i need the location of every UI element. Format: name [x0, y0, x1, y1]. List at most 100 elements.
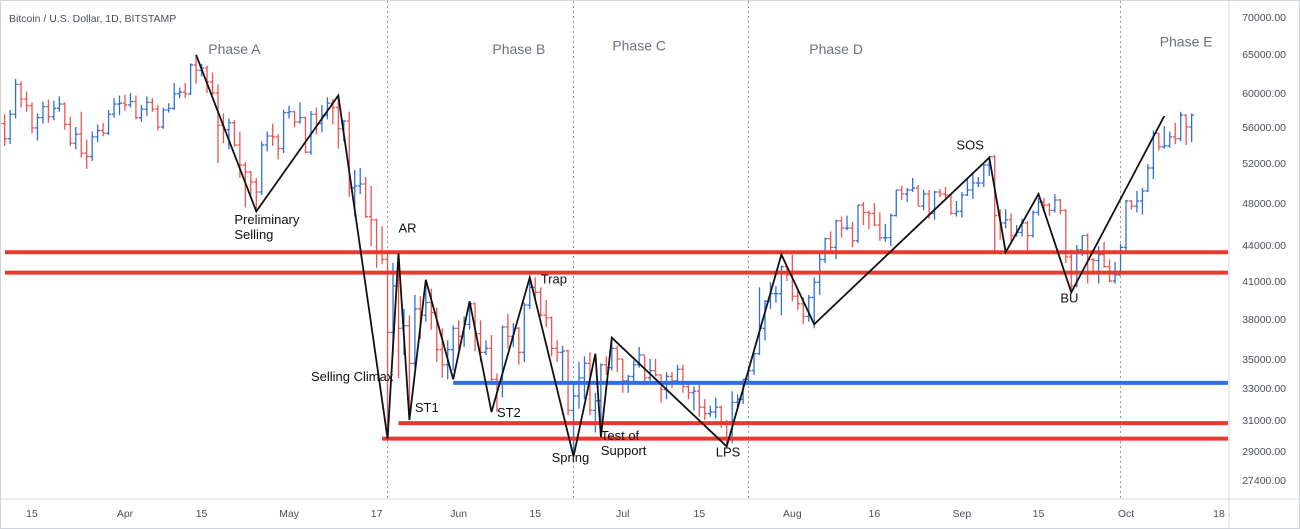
- ohlc-bar: [691, 386, 697, 411]
- ohlc-bar: [368, 186, 374, 247]
- event-annotation: ST1: [415, 400, 439, 415]
- y-tick-label: 35000.00: [1242, 354, 1286, 366]
- ohlc-bar: [182, 82, 188, 99]
- ohlc-bar: [193, 54, 199, 84]
- ohlc-bar: [270, 123, 276, 146]
- x-tick-label: 15: [196, 508, 208, 520]
- ohlc-bar: [549, 316, 555, 357]
- ohlc-bar: [554, 340, 560, 362]
- ohlc-bar: [248, 171, 254, 195]
- ohlc-bar: [882, 224, 888, 242]
- ohlc-bar: [943, 187, 948, 198]
- ohlc-bar: [423, 283, 429, 322]
- y-tick-label: 41000.00: [1242, 276, 1286, 288]
- ohlc-bar: [1025, 220, 1030, 253]
- ohlc-bar: [7, 110, 13, 145]
- ohlc-bar: [133, 95, 139, 120]
- event-annotation: LPS: [716, 444, 741, 459]
- ohlc-bar: [171, 82, 177, 110]
- x-tick-label: 18: [1213, 508, 1225, 520]
- ohlc-bar: [910, 178, 916, 192]
- phase-label: Phase A: [208, 41, 261, 57]
- ohlc-bar: [286, 105, 292, 119]
- ohlc-bar: [1052, 194, 1058, 213]
- ohlc-bar: [653, 359, 658, 377]
- ohlc-bar: [1057, 199, 1063, 215]
- ohlc-bar: [84, 139, 90, 169]
- x-tick-label: 15: [26, 508, 38, 520]
- ohlc-bar: [264, 131, 270, 152]
- x-tick-label: Oct: [1118, 508, 1134, 520]
- ohlc-bar: [647, 359, 653, 381]
- ohlc-bar: [696, 385, 702, 417]
- ohlc-bar: [226, 118, 232, 150]
- ohlc-bar: [538, 287, 544, 317]
- ohlc-bar: [828, 231, 834, 254]
- ohlc-bar: [253, 178, 259, 212]
- x-tick-label: Sep: [953, 508, 972, 520]
- ohlc-bar: [303, 116, 308, 154]
- ohlc-bar: [921, 190, 927, 211]
- ohlc-bar: [1047, 203, 1052, 216]
- ohlc-bar: [877, 212, 883, 241]
- ohlc-bar: [210, 72, 215, 95]
- phase-label: Phase E: [1160, 34, 1213, 50]
- ohlc-bar: [40, 101, 46, 124]
- ohlc-bar: [89, 131, 95, 162]
- ohlc-bar: [751, 353, 757, 375]
- y-tick-label: 33000.00: [1242, 383, 1286, 395]
- event-annotation: Spring: [552, 450, 590, 465]
- y-tick-label: 38000.00: [1242, 314, 1286, 326]
- ohlc-bar: [631, 360, 637, 384]
- ohlc-bar: [642, 354, 648, 386]
- ohlc-bar: [806, 294, 812, 322]
- event-annotation: Trap: [541, 272, 567, 287]
- ohlc-bar: [981, 164, 987, 187]
- ohlc-bar: [155, 104, 161, 131]
- ohlc-bar: [948, 194, 954, 215]
- x-tick-label: Apr: [117, 508, 134, 520]
- x-tick-label: May: [279, 508, 300, 520]
- ohlc-bar: [521, 302, 527, 362]
- ohlc-bar: [385, 251, 390, 439]
- ohlc-bar: [18, 81, 24, 108]
- ohlc-bar: [1134, 191, 1140, 213]
- ohlc-bar: [379, 226, 385, 265]
- event-annotation: Preliminary Selling: [234, 212, 300, 242]
- phase-label: Phase B: [492, 41, 545, 57]
- ohlc-bar: [122, 94, 128, 111]
- ohlc-bar: [680, 364, 686, 393]
- ohlc-bar: [707, 405, 713, 417]
- ohlc-bar: [51, 100, 57, 121]
- ohlc-bar: [412, 294, 418, 368]
- phase-label: Phase D: [809, 41, 863, 57]
- ohlc-bar: [73, 127, 79, 150]
- ohlc-bar: [128, 93, 133, 108]
- ohlc-bar: [428, 288, 434, 330]
- y-tick-label: 27400.00: [1242, 475, 1286, 487]
- ohlc-bar: [46, 99, 51, 123]
- ohlc-bar: [1167, 131, 1173, 148]
- ohlc-bar: [866, 210, 872, 230]
- ohlc-bar: [1145, 164, 1151, 192]
- ohlc-bar: [67, 116, 73, 146]
- ohlc-bar: [1090, 258, 1096, 273]
- x-tick-label: 15: [693, 508, 705, 520]
- ohlc-bar: [1030, 210, 1036, 238]
- ohlc-bar: [111, 98, 117, 118]
- ohlc-bar: [593, 392, 598, 433]
- ohlc-bar: [13, 78, 18, 119]
- ohlc-bar: [1178, 111, 1184, 142]
- ohlc-bar: [1101, 241, 1107, 268]
- ohlc-bar: [713, 397, 719, 419]
- ohlc-bar: [78, 111, 84, 158]
- event-annotation: ST2: [497, 405, 521, 420]
- ohlc-bar: [992, 154, 998, 253]
- wyckoff-swing-path: [195, 54, 1166, 457]
- ohlc-bar: [1161, 126, 1167, 149]
- ohlc-bar: [937, 189, 943, 197]
- ohlc-bar: [675, 364, 680, 384]
- ohlc-bar: [1189, 113, 1195, 143]
- ohlc-bar: [571, 383, 576, 457]
